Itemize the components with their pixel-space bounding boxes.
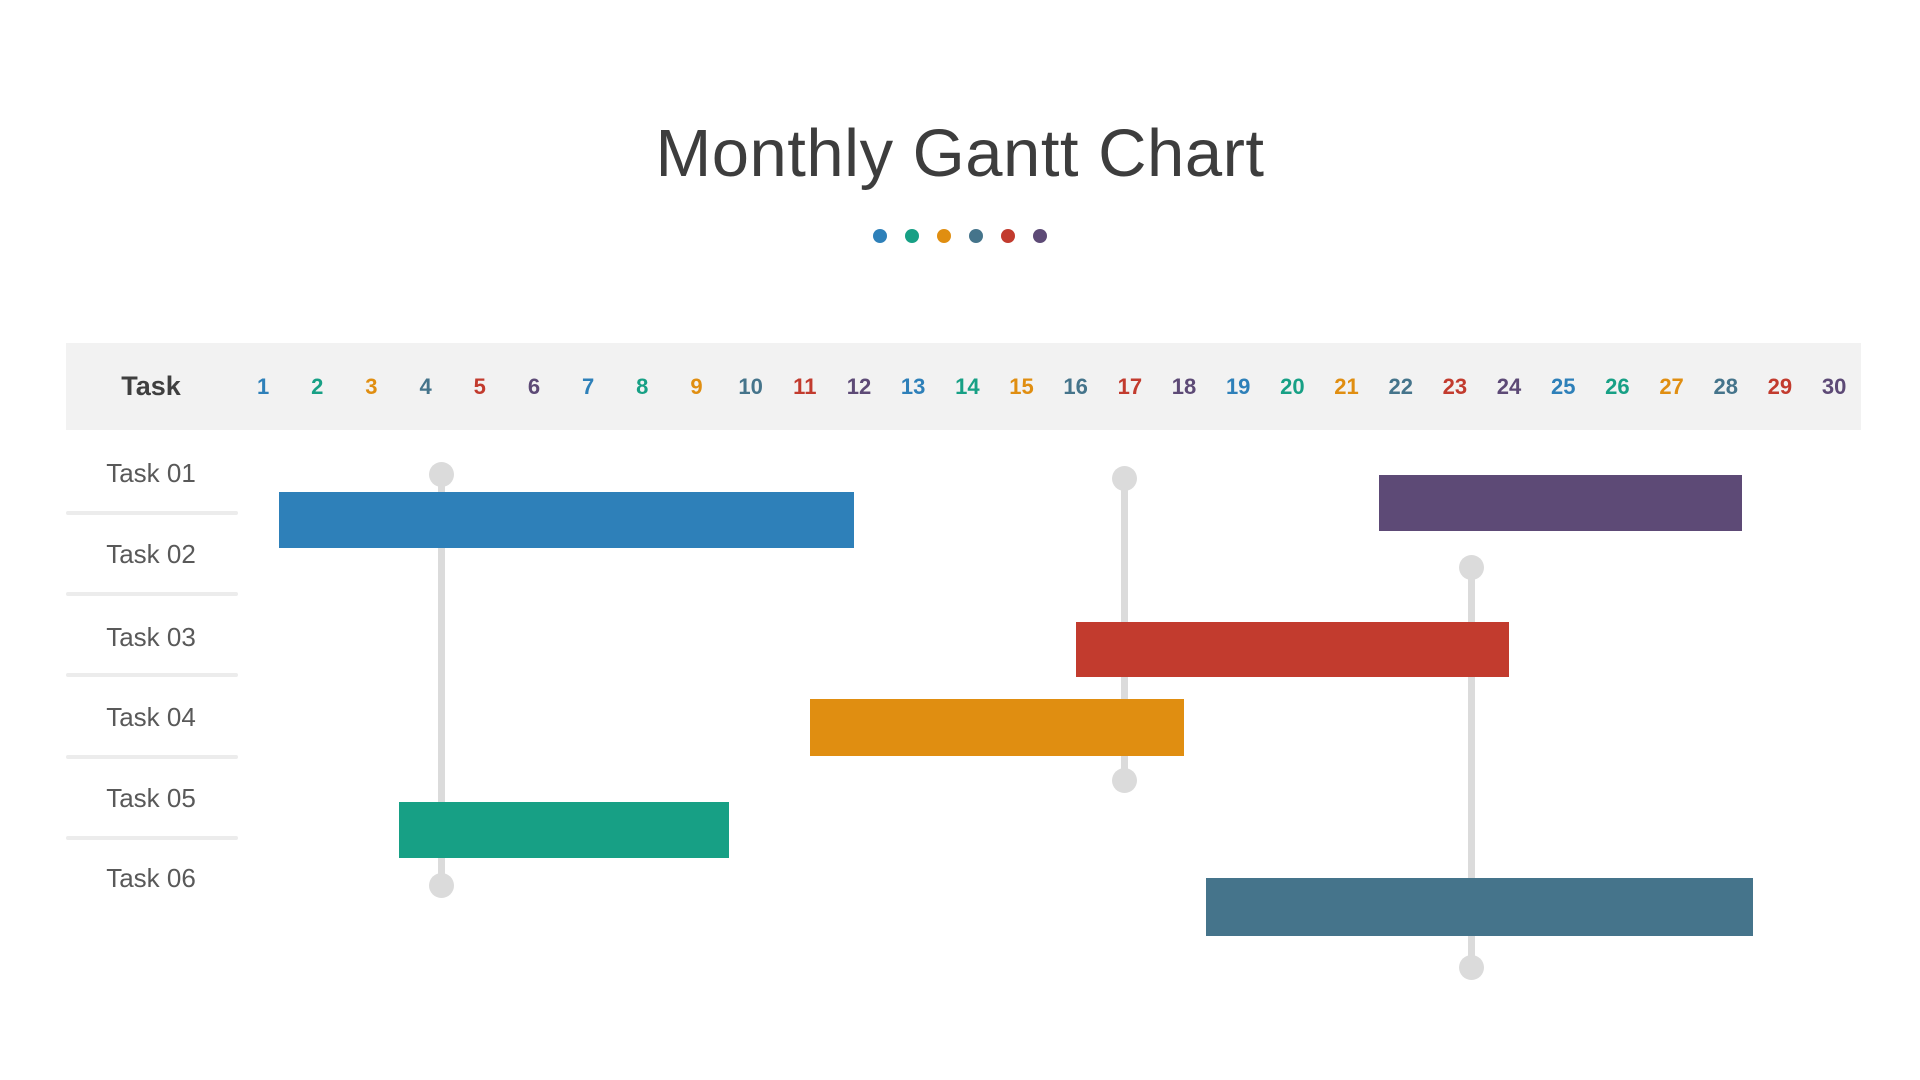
gantt-bar-task-06-steel: [1205, 878, 1753, 936]
day-header-cell: 4: [419, 373, 432, 399]
row-divider: [66, 755, 238, 759]
milestone-start-circle: [429, 461, 455, 487]
day-header-cell: 24: [1496, 373, 1522, 399]
day-header-cell: 9: [690, 373, 703, 399]
task-row-label: Task 05: [106, 783, 196, 813]
row-divider: [66, 673, 238, 677]
day-header-cell: 5: [473, 373, 486, 399]
gantt-header-row: Task 1 2 3 4 5 6 7 8 9 10 11 12 13 14 15 16 17 18 19 20 21 22…: [66, 343, 1861, 430]
day-header-cell: 3: [365, 373, 378, 399]
accent-dot-green: [905, 229, 919, 243]
task-row-label: Task 01: [106, 458, 196, 488]
day-header-cell: 25: [1550, 373, 1576, 399]
milestone-line: [1467, 567, 1475, 967]
day-header-cell: 21: [1334, 373, 1359, 399]
day-header-cell: 11: [793, 373, 817, 399]
row-divider: [66, 836, 238, 840]
day-header-cell: 19: [1225, 373, 1251, 399]
day-header-cell: 26: [1605, 373, 1630, 399]
task-row-label: Task 02: [106, 539, 196, 569]
gantt-bar-task-05-green: [398, 802, 729, 858]
page-title: Monthly Gantt Chart: [655, 116, 1265, 191]
accent-dot-purple: [1033, 229, 1047, 243]
row-divider: [66, 511, 238, 515]
day-header-cell: 8: [636, 373, 649, 399]
row-divider: [66, 592, 238, 596]
gantt-body: Task 01 Task 02 Task 03 Task 04 Task 05 Task …: [66, 430, 1861, 990]
day-header-cell: 13: [900, 373, 926, 399]
gantt-bar-task-04-orange: [810, 699, 1184, 756]
day-header-cell: 23: [1442, 373, 1468, 399]
day-header-cell: 16: [1063, 373, 1088, 399]
day-header-cell: 17: [1117, 373, 1143, 399]
day-header-cell: 15: [1009, 373, 1034, 399]
milestone-start-circle: [1111, 465, 1137, 491]
gantt-bar-task-01-blue: [279, 492, 854, 548]
accent-dot-blue: [873, 229, 887, 243]
task-row-label: Task 03: [106, 622, 196, 652]
day-header-cell: 27: [1659, 373, 1684, 399]
accent-dot-orange: [937, 229, 951, 243]
accent-dot-red: [1001, 229, 1015, 243]
gantt-bar-task-01-purple: [1378, 475, 1742, 531]
day-header-cell: 30: [1821, 373, 1847, 399]
milestone-line: [438, 474, 446, 885]
milestone-start-circle: [1458, 554, 1484, 580]
task-row-label: Task 06: [106, 863, 196, 893]
gantt-bar-task-03-red: [1075, 622, 1509, 677]
day-header-cell: 7: [581, 373, 595, 399]
day-header-cell: 14: [955, 373, 980, 399]
day-header-cells: 1 2 3 4 5 6 7 8 9 10 11 12 13 14 15 16 17 18 19 20 21 22 23 24 2…: [236, 343, 1861, 430]
milestone-end-circle: [1458, 954, 1484, 980]
milestone-end-circle: [1111, 767, 1137, 793]
day-header-cell: 18: [1171, 373, 1197, 399]
day-header-cell: 12: [846, 373, 872, 399]
day-header-cell: 6: [527, 373, 541, 399]
day-header-cell: 28: [1713, 373, 1738, 399]
day-header-cell: 29: [1767, 373, 1793, 399]
day-header-cell: 2: [311, 373, 324, 399]
milestone-end-circle: [429, 872, 455, 898]
accent-dot-steel: [969, 229, 983, 243]
day-header-cell: 10: [738, 373, 763, 399]
day-header-cell: 22: [1388, 373, 1413, 399]
task-row-label: Task 04: [106, 702, 196, 732]
task-column-header: Task: [121, 371, 181, 401]
day-header-cell: 1: [256, 373, 270, 399]
title-accent-dots: [0, 229, 1920, 243]
day-header-cell: 20: [1280, 373, 1305, 399]
